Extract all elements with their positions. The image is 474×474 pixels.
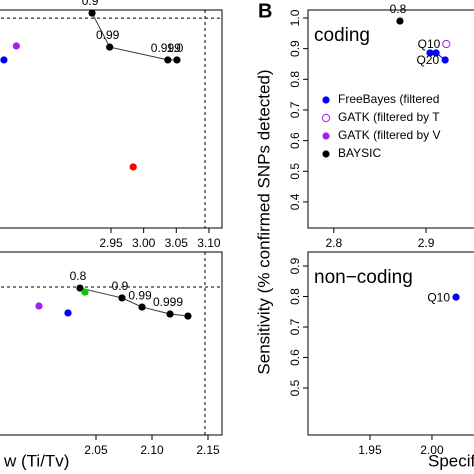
data-point bbox=[138, 303, 146, 311]
data-point bbox=[396, 17, 404, 25]
point-label: 0.999 bbox=[153, 295, 183, 309]
plot-frame bbox=[307, 251, 474, 436]
y-tick-label: 0.9 bbox=[288, 40, 302, 57]
point-label: 0.99 bbox=[128, 288, 152, 302]
legend-label: BAYSIC bbox=[338, 146, 381, 160]
point-label: 0.999 bbox=[151, 41, 181, 55]
point-label: 0.9 bbox=[82, 0, 99, 8]
plot-frame bbox=[0, 251, 223, 436]
data-point bbox=[118, 294, 126, 302]
data-point bbox=[184, 312, 192, 320]
panel-annotation: coding bbox=[314, 25, 370, 46]
data-point bbox=[35, 302, 43, 310]
x-tick-label: 3.05 bbox=[165, 236, 189, 250]
data-point bbox=[12, 42, 20, 50]
point-label: 0.8 bbox=[390, 2, 407, 16]
y-tick-label: 0.8 bbox=[288, 71, 302, 88]
data-point bbox=[441, 56, 449, 64]
data-point bbox=[129, 163, 137, 171]
data-point bbox=[0, 56, 8, 64]
y-tick-label: 0.5 bbox=[288, 163, 302, 180]
y-tick-label: 1.0 bbox=[288, 9, 302, 26]
point-label: Q10 bbox=[418, 37, 441, 51]
legend-label: GATK (filtered by T bbox=[338, 110, 440, 124]
data-point bbox=[76, 284, 84, 292]
data-point bbox=[432, 49, 440, 57]
data-point bbox=[64, 309, 72, 317]
point-label: 0.99 bbox=[96, 28, 120, 42]
x-tick-label: 3.10 bbox=[197, 236, 221, 250]
series-line bbox=[91, 12, 177, 61]
x-axis-title: w (Ti/Tv) bbox=[3, 451, 69, 470]
legend-marker bbox=[322, 132, 330, 140]
x-tick-label: 2.10 bbox=[140, 443, 164, 457]
x-tick-label: 2.95 bbox=[99, 236, 123, 250]
y-tick-label: 0.8 bbox=[288, 288, 302, 305]
point-label: 0.9 bbox=[112, 279, 129, 293]
data-point bbox=[164, 56, 172, 64]
y-tick-label: 0.9 bbox=[288, 257, 302, 274]
x-tick-label: 2.9 bbox=[418, 236, 435, 250]
panel-label: B bbox=[258, 0, 272, 22]
point-label: Q10 bbox=[427, 290, 450, 304]
data-point bbox=[81, 288, 89, 296]
legend-label: GATK (filtered by V bbox=[338, 128, 440, 142]
y-tick-label: 0.4 bbox=[288, 193, 302, 210]
data-point bbox=[426, 49, 434, 57]
point-label: Q20 bbox=[416, 53, 439, 67]
legend-marker bbox=[322, 96, 330, 104]
data-point bbox=[173, 56, 181, 64]
y-tick-label: 0.7 bbox=[288, 318, 302, 335]
plot-frame bbox=[0, 9, 223, 229]
point-label: 0.8 bbox=[70, 269, 87, 283]
y-tick-label: 0.6 bbox=[288, 132, 302, 149]
data-point bbox=[452, 293, 460, 301]
data-point bbox=[106, 43, 114, 51]
data-point bbox=[442, 39, 451, 49]
legend-marker bbox=[322, 150, 330, 158]
panel-annotation: non−coding bbox=[314, 267, 413, 288]
legend-marker bbox=[321, 113, 331, 123]
x-tick-label: 2.8 bbox=[325, 236, 342, 250]
point-label: 1.0 bbox=[167, 41, 184, 55]
y-tick-label: 0.6 bbox=[288, 349, 302, 366]
y-tick-label: 0.7 bbox=[288, 101, 302, 118]
data-point bbox=[166, 310, 174, 318]
x-tick-label: 2.00 bbox=[420, 443, 444, 457]
x-axis-title: Specifi bbox=[428, 451, 474, 470]
plot-frame bbox=[307, 9, 474, 229]
x-tick-label: 3.00 bbox=[132, 236, 156, 250]
x-tick-label: 2.15 bbox=[196, 443, 220, 457]
data-point bbox=[88, 9, 96, 17]
x-tick-label: 1.95 bbox=[358, 443, 382, 457]
legend-label: FreeBayes (filtered bbox=[338, 92, 439, 106]
x-tick-label: 2.05 bbox=[84, 443, 108, 457]
y-axis-title: Sensitivity (% confirmed SNPs detected) bbox=[254, 69, 273, 374]
y-tick-label: 0.5 bbox=[288, 379, 302, 396]
